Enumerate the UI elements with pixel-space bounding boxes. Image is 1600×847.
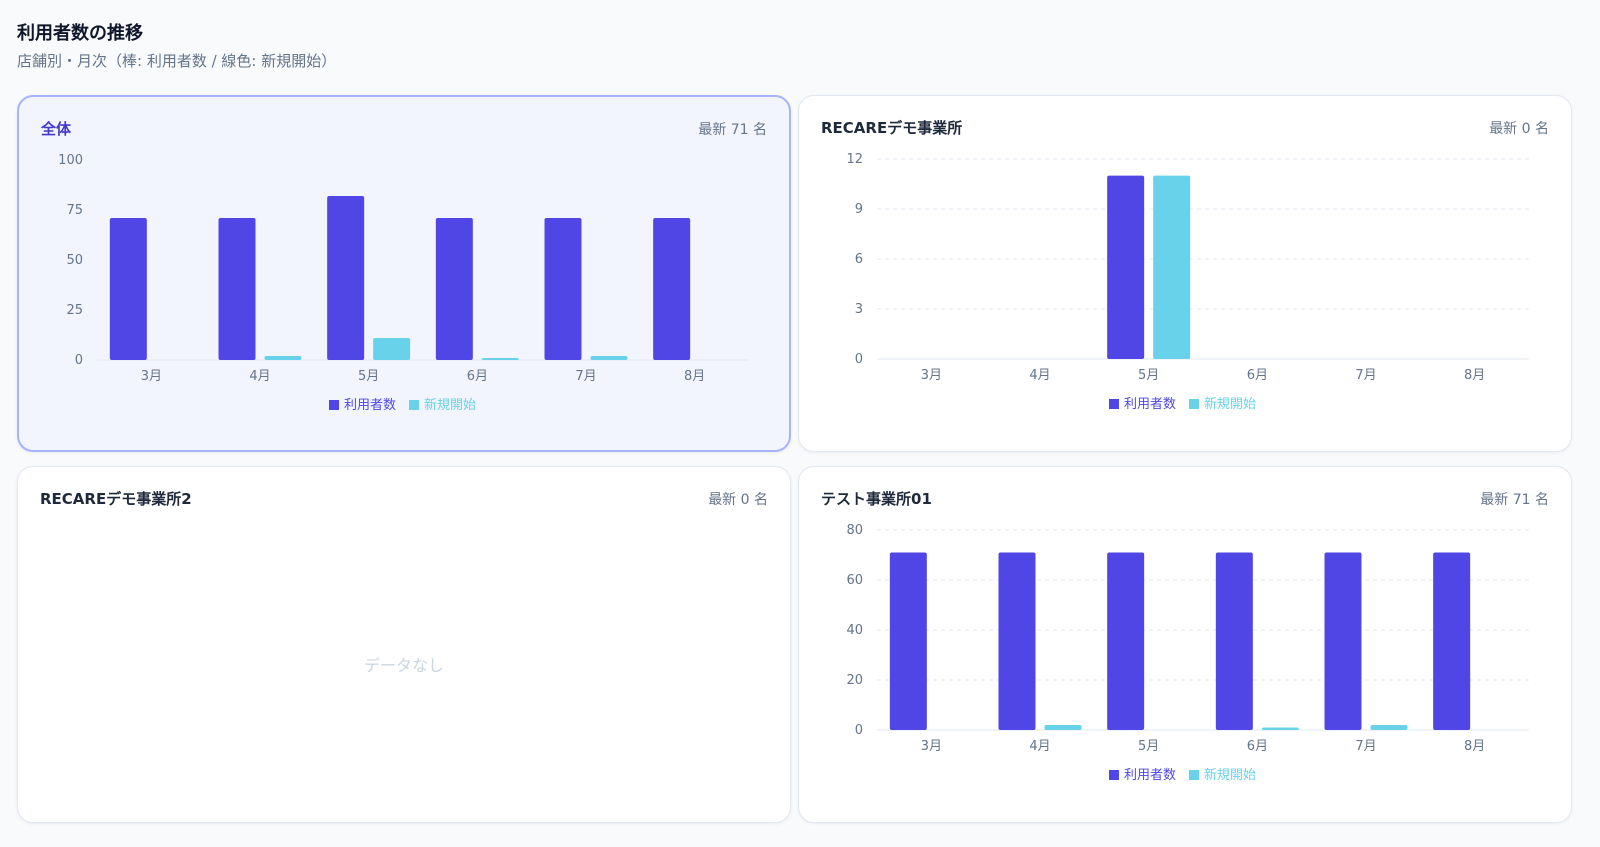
bar-new-starts: [373, 338, 411, 360]
x-tick-label: 4月: [1029, 368, 1050, 383]
x-tick-label: 5月: [1138, 368, 1159, 383]
y-tick-label: 6: [855, 252, 863, 267]
x-tick-label: 4月: [249, 369, 270, 384]
x-tick-label: 3月: [921, 739, 942, 754]
y-tick-label: 40: [846, 623, 863, 638]
x-tick-label: 5月: [1138, 739, 1159, 754]
bar-new-starts: [1153, 175, 1191, 359]
y-tick-label: 25: [66, 303, 83, 318]
page-subtitle: 店舗別・月次（棒: 利用者数 / 線色: 新規開始）: [17, 52, 337, 70]
chart-card-recare-demo[interactable]: 0 3 6 9 12 3月 4月 5月 6月 7月 8月利用者数 新規開始 RECAREデモ事業所 最…: [798, 95, 1572, 452]
y-tick-label: 20: [846, 673, 863, 688]
bar-users: [1324, 552, 1362, 730]
x-tick-label: 6月: [1247, 739, 1268, 754]
card-latest-count: 最新 71 名: [698, 122, 767, 138]
bar-new-starts: [1261, 727, 1299, 730]
legend-label-users: 利用者数: [1124, 768, 1176, 783]
y-tick-label: 100: [58, 153, 83, 168]
card-title: 全体: [41, 120, 72, 138]
y-tick-label: 0: [855, 723, 863, 738]
y-tick-label: 0: [855, 352, 863, 367]
bar-users: [889, 552, 927, 730]
card-title: RECAREデモ事業所2: [40, 490, 192, 508]
x-tick-label: 7月: [1355, 739, 1376, 754]
bar-users: [1107, 552, 1145, 730]
bar-new-starts: [590, 356, 628, 360]
legend-label-users: 利用者数: [1124, 397, 1176, 412]
empty-message: データなし: [363, 656, 444, 675]
bar-users: [435, 218, 473, 360]
bar-users: [653, 218, 691, 360]
x-tick-label: 8月: [684, 369, 705, 384]
chart-card-all[interactable]: 0 25 50 75 100 3月 4月 5月 6月 7月 8月利用者数 新規開始 全体 最新 71 …: [17, 95, 791, 452]
x-tick-label: 4月: [1029, 739, 1050, 754]
card-latest-count: 最新 71 名: [1480, 492, 1549, 508]
card-title: テスト事業所01: [821, 490, 932, 508]
legend-label-new-starts: 新規開始: [1204, 396, 1256, 412]
legend-swatch-users: [1109, 770, 1119, 780]
card-latest-count: 最新 0 名: [1489, 121, 1549, 137]
bar-users: [1433, 552, 1471, 730]
bar-new-starts: [481, 358, 519, 360]
bar-users: [998, 552, 1036, 730]
x-tick-label: 5月: [358, 369, 379, 384]
bar-users: [327, 196, 365, 360]
legend-swatch-new-starts: [1189, 770, 1199, 780]
y-tick-label: 50: [66, 253, 83, 268]
legend-swatch-users: [329, 400, 339, 410]
bar-users: [544, 218, 582, 360]
bar-users: [1107, 175, 1145, 359]
y-tick-label: 0: [75, 353, 83, 368]
x-tick-label: 8月: [1464, 739, 1485, 754]
legend-swatch-users: [1109, 399, 1119, 409]
x-tick-label: 6月: [467, 369, 488, 384]
legend-label-new-starts: 新規開始: [424, 397, 476, 413]
bar-new-starts: [1044, 725, 1082, 730]
y-tick-label: 60: [846, 573, 863, 588]
x-tick-label: 3月: [921, 368, 942, 383]
y-tick-label: 80: [846, 523, 863, 538]
x-tick-label: 7月: [575, 369, 596, 384]
x-tick-label: 3月: [141, 369, 162, 384]
legend-label-users: 利用者数: [344, 398, 396, 413]
legend-swatch-new-starts: [1189, 399, 1199, 409]
bar-users: [1215, 552, 1253, 730]
legend-swatch-new-starts: [409, 400, 419, 410]
x-tick-label: 6月: [1247, 368, 1268, 383]
chart-card-test-01[interactable]: 0 20 40 60 80 3月 4月 5月 6月 7月 8月利用者数 新規開始 テスト事業所01 最…: [798, 466, 1572, 823]
y-tick-label: 3: [855, 302, 863, 317]
chart-card-recare-demo-2[interactable]: RECAREデモ事業所2 最新 0 名 データなし: [17, 466, 791, 823]
card-latest-count: 最新 0 名: [708, 492, 768, 508]
bar-new-starts: [1370, 725, 1408, 730]
bar-users: [218, 218, 256, 360]
page-header: 利用者数の推移 店舗別・月次（棒: 利用者数 / 線色: 新規開始）: [17, 22, 336, 71]
x-tick-label: 7月: [1355, 368, 1376, 383]
y-tick-label: 12: [846, 152, 863, 167]
page-title: 利用者数の推移: [17, 23, 143, 44]
card-title: RECAREデモ事業所: [821, 119, 963, 137]
bar-new-starts: [264, 356, 302, 360]
legend-label-new-starts: 新規開始: [1204, 767, 1256, 783]
bar-users: [109, 218, 147, 360]
y-tick-label: 75: [66, 203, 83, 218]
y-tick-label: 9: [855, 202, 863, 217]
x-tick-label: 8月: [1464, 368, 1485, 383]
